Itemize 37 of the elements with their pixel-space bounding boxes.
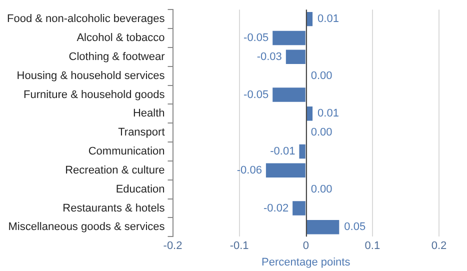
data-label: 0.00 xyxy=(310,70,332,82)
data-label: 0.00 xyxy=(310,126,332,139)
y-tick-label: Restaurants & hotels xyxy=(62,202,166,214)
data-label: 0.00 xyxy=(310,183,332,196)
x-tick-label: 0 xyxy=(302,240,309,252)
data-label: -0.02 xyxy=(263,202,289,214)
bar xyxy=(272,88,306,102)
bar xyxy=(286,50,306,64)
data-label: -0.05 xyxy=(244,32,269,44)
bar xyxy=(272,30,306,46)
y-tick-label: Transport xyxy=(118,126,165,139)
x-tick-label: 0.1 xyxy=(364,240,380,252)
data-label: -0.03 xyxy=(256,50,282,63)
y-tick-label: Education xyxy=(116,183,165,196)
bar xyxy=(299,144,306,159)
data-label: 0.01 xyxy=(318,13,339,26)
y-tick-label: Alcohol & tobacco xyxy=(76,32,165,44)
data-label: -0.05 xyxy=(244,88,269,101)
x-tick-label: -0.2 xyxy=(163,240,182,252)
y-tick-label: Recreation & culture xyxy=(65,164,165,176)
x-tick-label: -0.1 xyxy=(230,240,249,252)
bar xyxy=(292,201,306,216)
x-axis-title: Percentage points xyxy=(262,256,351,268)
x-tick-label: 0.2 xyxy=(431,240,447,252)
y-tick-label: Miscellaneous goods & services xyxy=(8,221,166,234)
y-tick-label: Food & non-alcoholic beverages xyxy=(7,13,166,26)
y-tick-label: Housing & household services xyxy=(16,70,166,82)
y-tick-label: Clothing & footwear xyxy=(68,50,166,63)
y-tick-label: Health xyxy=(132,108,165,120)
data-label: -0.06 xyxy=(236,164,262,176)
y-tick-label: Furniture & household goods xyxy=(24,88,166,101)
bar xyxy=(306,220,340,234)
bar xyxy=(266,163,306,178)
data-label: 0.01 xyxy=(318,108,339,120)
y-tick-label: Communication xyxy=(88,146,165,158)
data-label: 0.05 xyxy=(344,221,366,234)
data-label: -0.01 xyxy=(270,146,296,158)
